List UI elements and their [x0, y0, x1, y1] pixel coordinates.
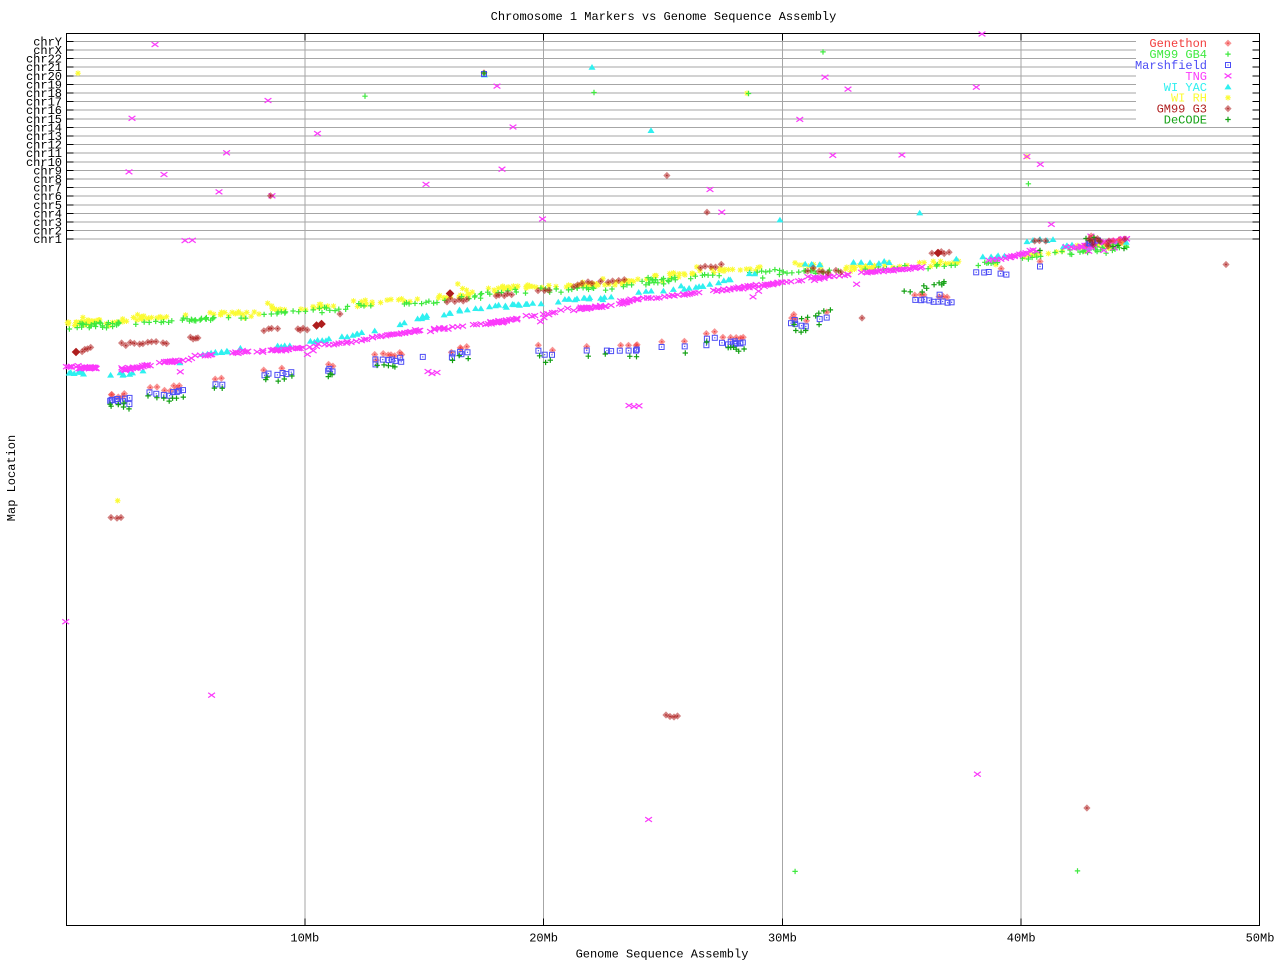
svg-text:TNG: TNG — [1185, 70, 1207, 84]
svg-text:50Mb: 50Mb — [1246, 932, 1275, 946]
svg-text:chr19: chr19 — [26, 78, 62, 92]
svg-text:chrY: chrY — [33, 35, 62, 49]
svg-text:Marshfield: Marshfield — [1135, 59, 1207, 73]
svg-text:10Mb: 10Mb — [290, 932, 319, 946]
svg-text:chr3: chr3 — [33, 216, 62, 230]
svg-text:Map Location: Map Location — [5, 435, 19, 521]
svg-text:chr7: chr7 — [33, 182, 62, 196]
svg-text:chr11: chr11 — [26, 147, 62, 161]
svg-text:WI YAC: WI YAC — [1164, 81, 1207, 95]
svg-text:Genome Sequence Assembly: Genome Sequence Assembly — [576, 948, 749, 961]
svg-text:Genethon: Genethon — [1149, 37, 1207, 51]
svg-text:chr20: chr20 — [26, 70, 62, 84]
svg-text:chr22: chr22 — [26, 53, 62, 67]
svg-text:chr17: chr17 — [26, 96, 62, 110]
svg-text:chr13: chr13 — [26, 130, 62, 144]
svg-text:30Mb: 30Mb — [768, 932, 797, 946]
svg-text:chr10: chr10 — [26, 156, 62, 170]
svg-text:chr16: chr16 — [26, 104, 62, 118]
svg-text:WI RH: WI RH — [1171, 92, 1207, 106]
svg-text:GM99 GB4: GM99 GB4 — [1149, 48, 1207, 62]
svg-text:GM99 G3: GM99 G3 — [1157, 103, 1207, 117]
svg-text:chr9: chr9 — [33, 164, 62, 178]
svg-text:chr2: chr2 — [33, 225, 62, 239]
svg-text:chr6: chr6 — [33, 190, 62, 204]
svg-text:chr8: chr8 — [33, 173, 62, 187]
svg-text:chr14: chr14 — [26, 121, 62, 135]
svg-text:DeCODE: DeCODE — [1164, 114, 1207, 128]
svg-text:chr4: chr4 — [33, 207, 62, 221]
svg-text:chr21: chr21 — [26, 61, 62, 75]
svg-text:Chromosome 1 Markers vs Genome: Chromosome 1 Markers vs Genome Sequence … — [491, 10, 837, 24]
svg-text:chr5: chr5 — [33, 199, 62, 213]
svg-text:chrX: chrX — [33, 44, 62, 58]
svg-text:chr1: chr1 — [33, 233, 62, 247]
svg-text:20Mb: 20Mb — [529, 932, 558, 946]
svg-text:chr15: chr15 — [26, 113, 62, 127]
svg-text:40Mb: 40Mb — [1007, 932, 1036, 946]
svg-text:chr18: chr18 — [26, 87, 62, 101]
svg-text:chr12: chr12 — [26, 139, 62, 153]
